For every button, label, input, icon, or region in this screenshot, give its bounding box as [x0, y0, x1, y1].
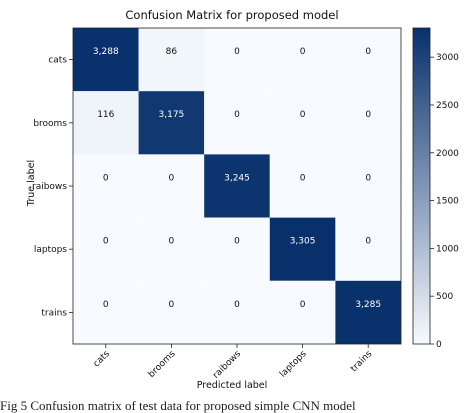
colorbar-tick-label-1: 500 [436, 292, 453, 302]
cell-3-4 [335, 217, 401, 281]
cell-label-2-3: 0 [300, 173, 306, 183]
x-tick-label-3: laptops [278, 349, 309, 380]
figure-caption: Fig 5 Confusion matrix of test data for … [0, 398, 356, 413]
y-tick-label-0: cats [48, 56, 67, 66]
cell-2-1 [138, 154, 205, 218]
cell-label-3-2: 0 [234, 237, 240, 247]
cell-0-4 [335, 28, 401, 92]
cell-2-2 [204, 154, 270, 218]
x-tick-label-4: trains [349, 349, 374, 374]
cell-label-4-4: 3,285 [355, 300, 381, 310]
cell-label-0-0: 3,288 [93, 47, 119, 57]
x-axis-label: Predicted label [197, 380, 268, 391]
cell-label-4-2: 0 [234, 300, 240, 310]
cell-1-2 [204, 91, 270, 155]
cell-label-0-3: 0 [300, 47, 306, 57]
x-tick-label-0: cats [92, 349, 113, 370]
colorbar-tick-label-2: 1000 [436, 244, 459, 254]
cell-label-2-2: 3,245 [224, 173, 250, 183]
cell-2-4 [335, 154, 401, 218]
cell-label-3-3: 3,305 [290, 237, 316, 247]
cell-label-2-1: 0 [169, 173, 175, 183]
x-tick-label-2: raibows [211, 349, 243, 381]
colorbar-tick-label-0: 0 [436, 340, 442, 350]
y-tick-label-2: raibows [32, 182, 67, 192]
cell-label-1-0: 116 [97, 110, 114, 120]
cell-label-4-1: 0 [169, 300, 175, 310]
cell-3-0 [73, 217, 139, 281]
confusion-matrix-chart: Confusion Matrix for proposed model 3,28… [26, 8, 459, 391]
colorbar-tick-label-3: 1500 [436, 197, 459, 207]
y-tick-label-3: laptops [34, 245, 67, 255]
cell-1-0 [73, 91, 139, 155]
cell-label-1-4: 0 [365, 110, 371, 120]
cell-label-0-4: 0 [365, 47, 371, 57]
cell-3-2 [204, 217, 270, 281]
colorbar-tick-label-6: 3000 [436, 53, 459, 63]
cell-label-3-0: 0 [103, 237, 109, 247]
cell-4-3 [269, 280, 336, 344]
cell-label-1-3: 0 [300, 110, 306, 120]
cell-4-0 [73, 280, 139, 344]
cell-0-2 [204, 28, 270, 92]
cell-label-0-2: 0 [234, 47, 240, 57]
cell-0-3 [269, 28, 336, 92]
cell-3-3 [269, 217, 336, 281]
cell-label-3-1: 0 [169, 237, 175, 247]
cell-label-0-1: 86 [166, 47, 178, 57]
cell-4-2 [204, 280, 270, 344]
y-axis-label: True label [26, 160, 37, 207]
y-tick-label-1: brooms [33, 119, 67, 129]
x-tick-label-1: brooms [147, 349, 178, 380]
cell-label-2-0: 0 [103, 173, 109, 183]
cell-label-1-2: 0 [234, 110, 240, 120]
cell-1-4 [335, 91, 401, 155]
cell-label-4-3: 0 [300, 300, 306, 310]
cell-label-1-1: 3,175 [159, 110, 185, 120]
cell-4-4 [335, 280, 401, 344]
cell-label-2-4: 0 [365, 173, 371, 183]
y-tick-label-4: trains [41, 308, 67, 318]
cell-0-0 [73, 28, 139, 92]
cell-2-3 [269, 154, 336, 218]
cell-1-3 [269, 91, 336, 155]
colorbar-tick-label-4: 2000 [436, 149, 459, 159]
cell-0-1 [138, 28, 205, 92]
chart-title: Confusion Matrix for proposed model [125, 8, 338, 22]
cell-3-1 [138, 217, 205, 281]
colorbar-tick-label-5: 2500 [436, 101, 459, 111]
colorbar [412, 27, 431, 345]
cell-4-1 [138, 280, 205, 344]
cell-2-0 [73, 154, 139, 218]
cell-label-3-4: 0 [365, 237, 371, 247]
cell-label-4-0: 0 [103, 300, 109, 310]
cell-1-1 [138, 91, 205, 155]
